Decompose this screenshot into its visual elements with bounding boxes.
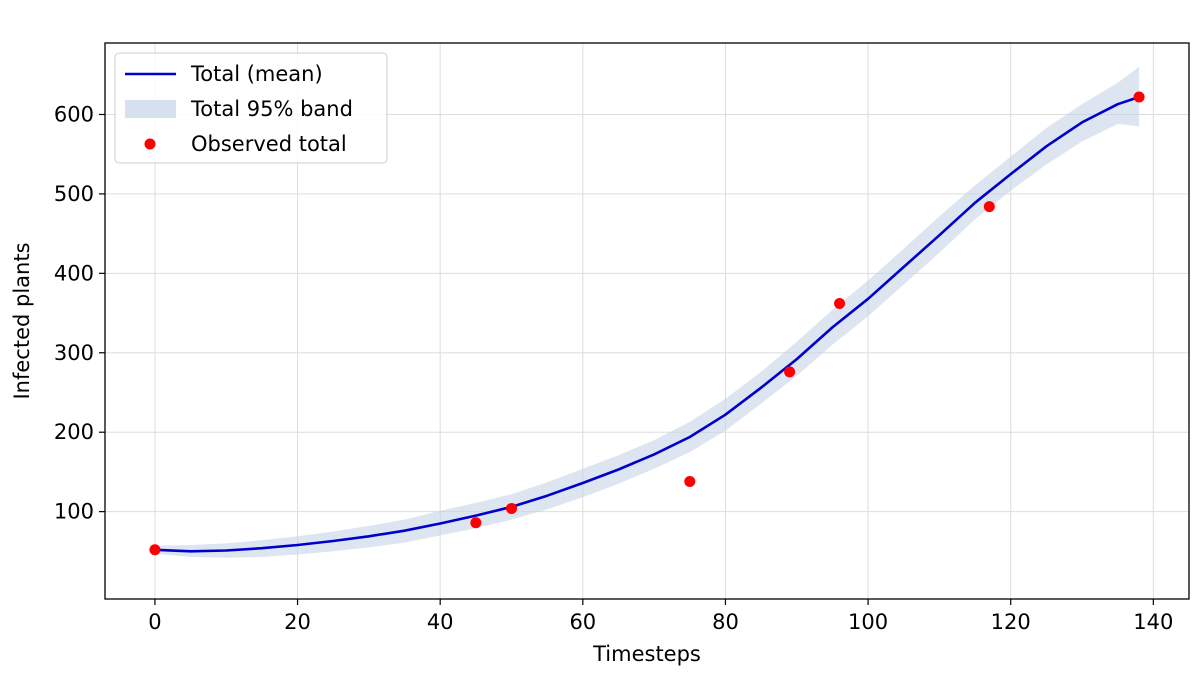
legend-point-swatch [144, 138, 156, 150]
y-tick-label: 600 [54, 102, 94, 126]
observed-point [983, 201, 995, 213]
x-tick-label: 20 [284, 610, 311, 634]
band-area [154, 66, 1140, 558]
x-tick-label: 40 [427, 610, 454, 634]
y-tick-label: 200 [54, 420, 94, 444]
x-tick-label: 100 [848, 610, 888, 634]
y-tick-label: 400 [54, 261, 94, 285]
legend-label-mean: Total (mean) [190, 62, 323, 86]
mean-line [154, 95, 1140, 553]
x-tick-label: 60 [569, 610, 596, 634]
x-tick-label: 0 [148, 610, 161, 634]
point-layer [149, 91, 1145, 556]
legend: Total (mean) Total 95% band Observed tot… [114, 52, 388, 164]
band-layer [154, 66, 1140, 558]
observed-point [684, 475, 696, 487]
legend-band-swatch [125, 100, 176, 118]
legend-label-band: Total 95% band [190, 97, 353, 121]
plot-frame [104, 42, 1190, 600]
tick-layer: 0 20 40 60 80 100 120 140 100 200 300 400 500 600 [54, 102, 1173, 634]
x-tick-label: 120 [991, 610, 1031, 634]
line-layer [154, 95, 1140, 553]
legend-label-observed: Observed total [191, 132, 347, 156]
observed-point [1133, 91, 1145, 103]
y-tick-label: 300 [54, 341, 94, 365]
observed-point [834, 298, 846, 310]
grid-layer [105, 43, 1189, 599]
x-axis-title: Timesteps [592, 642, 701, 666]
x-tick-label: 140 [1133, 610, 1173, 634]
observed-point [470, 517, 482, 529]
y-tick-label: 500 [54, 182, 94, 206]
legend-box [114, 52, 388, 164]
x-tick-label: 80 [712, 610, 739, 634]
observed-point [784, 366, 796, 378]
observed-point [506, 502, 517, 514]
y-axis-title: Infected plants [10, 242, 34, 399]
observed-point [149, 544, 161, 556]
y-tick-label: 100 [54, 500, 94, 524]
